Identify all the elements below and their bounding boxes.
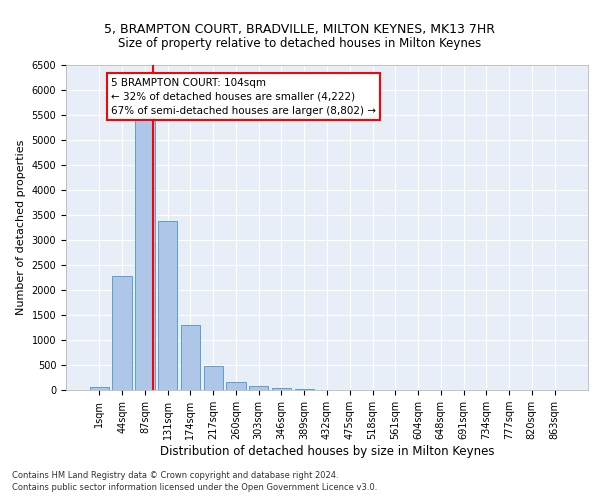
Text: 5, BRAMPTON COURT, BRADVILLE, MILTON KEYNES, MK13 7HR: 5, BRAMPTON COURT, BRADVILLE, MILTON KEY… bbox=[104, 22, 496, 36]
Bar bbox=[295, 389, 314, 390]
Bar bbox=[226, 382, 245, 390]
Bar bbox=[203, 366, 223, 390]
Bar bbox=[112, 276, 132, 390]
Bar bbox=[249, 386, 268, 390]
Text: Size of property relative to detached houses in Milton Keynes: Size of property relative to detached ho… bbox=[118, 38, 482, 51]
Text: Contains public sector information licensed under the Open Government Licence v3: Contains public sector information licen… bbox=[12, 483, 377, 492]
Bar bbox=[90, 386, 109, 390]
X-axis label: Distribution of detached houses by size in Milton Keynes: Distribution of detached houses by size … bbox=[160, 445, 494, 458]
Y-axis label: Number of detached properties: Number of detached properties bbox=[16, 140, 26, 315]
Text: Contains HM Land Registry data © Crown copyright and database right 2024.: Contains HM Land Registry data © Crown c… bbox=[12, 470, 338, 480]
Bar bbox=[135, 118, 155, 390]
Bar bbox=[181, 324, 200, 390]
Text: 5 BRAMPTON COURT: 104sqm
← 32% of detached houses are smaller (4,222)
67% of sem: 5 BRAMPTON COURT: 104sqm ← 32% of detach… bbox=[111, 78, 376, 116]
Bar bbox=[272, 388, 291, 390]
Bar bbox=[158, 221, 178, 390]
